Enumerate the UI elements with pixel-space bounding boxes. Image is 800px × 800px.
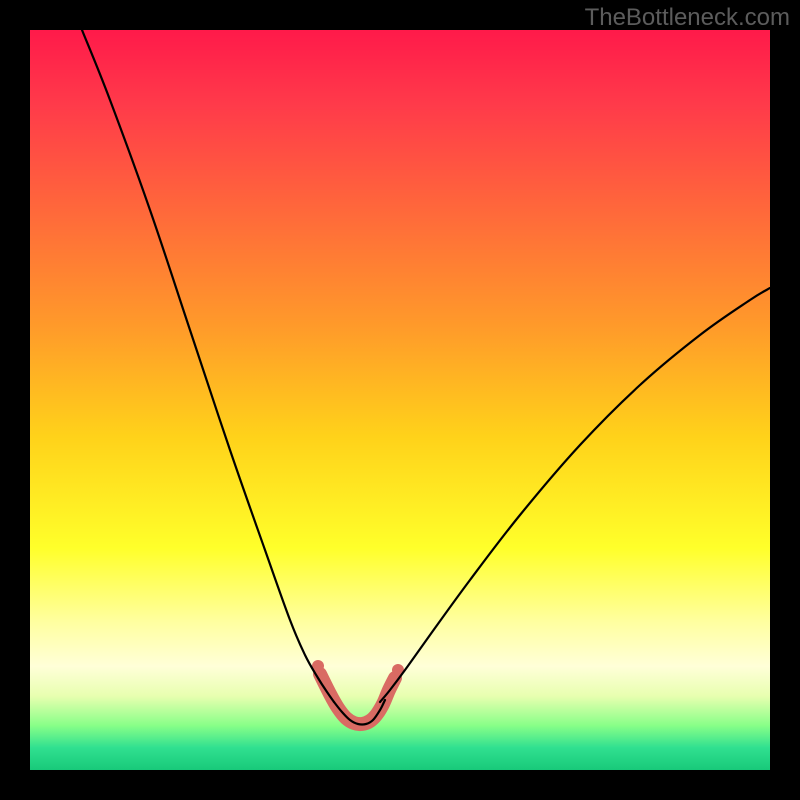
bottleneck-curve-left_arm bbox=[82, 30, 334, 702]
watermark-text: TheBottleneck.com bbox=[585, 4, 790, 32]
bottleneck-curve-right_arm bbox=[380, 288, 770, 702]
chart-svg bbox=[30, 30, 770, 770]
